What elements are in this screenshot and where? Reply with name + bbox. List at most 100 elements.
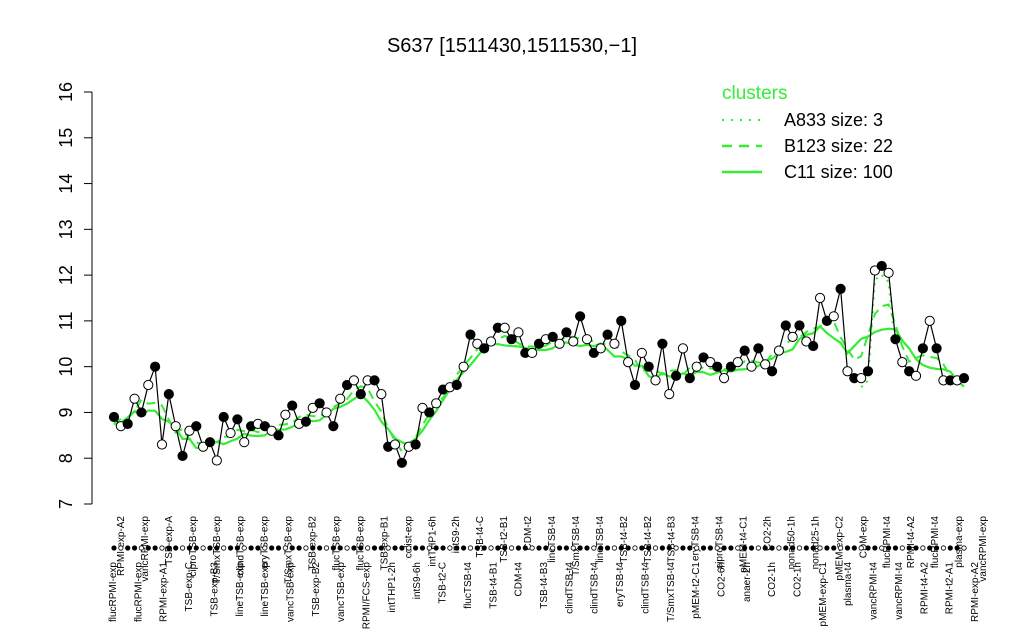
rug-mark: [570, 545, 576, 551]
legend-entry-b123: B123 size: 22: [722, 136, 893, 156]
x-tick-label-top: CDM-t2: [523, 516, 534, 551]
rug-mark: [598, 545, 604, 551]
data-point: [451, 379, 462, 391]
data-point: [129, 393, 140, 404]
x-tick-label-top: TSB-exp-A: [164, 516, 175, 565]
x-tick-label-bottom: RPMI-exp-A1: [159, 562, 170, 622]
rug-mark: [838, 545, 844, 551]
data-point: [760, 359, 771, 370]
rug-mark: [495, 545, 501, 551]
x-tick-label-bottom: TSB-t2-C: [438, 562, 449, 604]
rug-mark: [255, 545, 261, 551]
rug-mark: [289, 545, 295, 551]
data-point: [328, 421, 339, 432]
rug-mark: [131, 545, 138, 551]
y-tick-label: 10: [56, 357, 76, 377]
rug-mark: [447, 545, 453, 551]
rug-mark: [885, 545, 892, 551]
rug-mark: [378, 545, 384, 551]
x-tick-label-bottom: CDM-t4: [514, 562, 525, 597]
rug-mark: [748, 545, 755, 551]
rug-mark: [488, 545, 494, 551]
data-point: [170, 421, 181, 432]
x-tick-label-bottom: TSB-t4-B1: [488, 562, 499, 609]
data-point: [485, 336, 497, 347]
x-tick-label-bottom: vancTSB-exp: [285, 562, 296, 622]
data-point: [321, 407, 332, 418]
rug-mark: [611, 545, 618, 551]
data-point: [396, 457, 408, 468]
rug-mark: [241, 545, 247, 551]
rug-mark: [454, 545, 460, 551]
data-point: [691, 361, 702, 372]
rug-mark: [728, 545, 734, 551]
rug-mark: [700, 545, 707, 551]
data-point: [225, 427, 236, 439]
legend-label: B123 size: 22: [784, 136, 893, 156]
rug-mark: [207, 545, 213, 551]
rug-mark: [680, 545, 686, 551]
data-point: [664, 389, 675, 400]
data-point: [718, 373, 730, 384]
legend: clusters A833 size: 3 B123 size: 22 C11 …: [722, 83, 893, 182]
x-tick-label-top: vancRPMI-exp: [140, 516, 151, 582]
x-tick-label-bottom: lineTSB-exp: [260, 562, 271, 617]
rug-mark: [563, 545, 570, 551]
data-point: [314, 398, 325, 409]
cluster-lines: [113, 273, 965, 453]
data-point: [787, 331, 798, 343]
data-point: [766, 366, 778, 377]
data-point: [369, 375, 380, 386]
legend-entry-a833: A833 size: 3: [722, 110, 883, 130]
data-point: [684, 373, 695, 384]
cluster-line-c11: [113, 324, 965, 450]
x-tick-label-bottom: CO2-6h: [716, 562, 727, 597]
data-point: [657, 338, 668, 349]
x-tick-label-bottom: RPMI-exp-A2: [970, 562, 981, 622]
rug-mark: [426, 545, 432, 551]
x-tick-label-bottom: TSB-exp-C: [184, 562, 195, 611]
x-tick-label-bottom: T/SmxTSB-t4: [666, 562, 677, 622]
data-point: [389, 439, 401, 450]
data-point: [211, 455, 222, 466]
x-tick-label-top: CO2-2h: [763, 516, 774, 551]
rug-mark: [481, 545, 487, 551]
data-point: [513, 327, 524, 338]
rug-mark: [584, 545, 590, 551]
rug-mark: [892, 545, 899, 551]
rug-mark: [577, 545, 583, 551]
rug-mark: [173, 545, 179, 551]
rug-mark: [961, 545, 967, 551]
chart-title: S637 [1511430,1511530,−1]: [387, 35, 637, 57]
data-point: [876, 260, 887, 272]
data-point: [335, 393, 346, 404]
x-tick-label-bottom: plasma-t4: [843, 562, 854, 606]
y-axis: 7 8 9 10 11 12 13 14 15 16: [56, 82, 93, 509]
x-tick-label-bottom: clindTSB-t4: [564, 562, 575, 614]
data-point: [739, 345, 750, 356]
rug-mark: [556, 545, 563, 551]
data-point: [273, 430, 284, 441]
data-point: [856, 373, 867, 384]
data-point: [910, 370, 922, 381]
rug-mark: [234, 545, 240, 551]
rug-mark: [296, 545, 302, 551]
rug-mark: [118, 545, 124, 551]
x-tick-label-top: ciproTSB-exp: [188, 516, 199, 577]
x-tick-label-bottom: anaer-2h: [742, 562, 753, 602]
y-tick-label: 14: [56, 174, 76, 194]
data-point: [897, 356, 908, 368]
rug-mark: [817, 545, 823, 551]
data-point: [917, 343, 928, 354]
x-tick-label-top: intS9-2h: [451, 516, 462, 553]
x-tick-label-top: vancRPMI-exp: [978, 516, 989, 582]
rug-mark: [351, 545, 357, 551]
rug-mark: [502, 545, 508, 551]
data-point: [677, 343, 689, 354]
rug-mark: [913, 545, 919, 551]
rug-mark: [337, 545, 343, 551]
x-tick-label-top: TSB-exp-B2: [308, 516, 319, 571]
rug-mark: [721, 545, 727, 551]
data-point: [808, 340, 819, 352]
x-tick-label-bottom: clindTSB-t4: [590, 562, 601, 614]
